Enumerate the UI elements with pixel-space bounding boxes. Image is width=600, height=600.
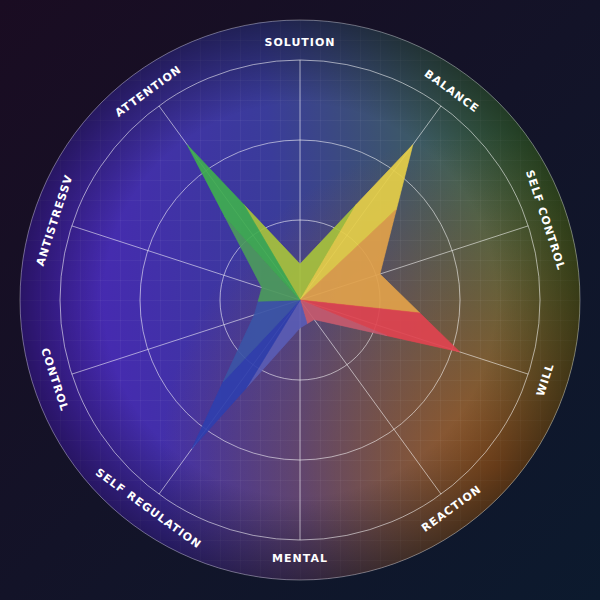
radar-segment [187,145,300,300]
radar-segment [300,300,387,336]
category-label: MENTAL [272,552,328,565]
disc [20,20,580,580]
grid [60,60,540,540]
radar-segment [192,300,300,449]
labels: SOLUTION BALANCE SELF CONTROL WILL REACTION M… [34,36,568,565]
marks [187,145,460,449]
category-label: SOLUTION [265,36,336,49]
category-label: SELF REGULATION [93,466,204,551]
disc-glow [20,20,580,580]
category-label: REACTION [419,483,484,535]
category-label: WILL [534,361,557,398]
spoke [159,106,300,300]
spoke [300,300,301,540]
category-label: CONTROL [38,346,71,413]
radar-segment [300,300,460,352]
radar-segment [300,209,420,313]
category-label: SELF CONTROL [523,168,568,272]
spoke [159,300,300,494]
category-label: ATTENTION [113,63,184,120]
radar-segment [223,300,300,382]
chart: SOLUTION BALANCE SELF CONTROL WILL REACTION M… [0,0,600,600]
background [0,0,600,600]
disc-grid [20,20,580,580]
disc-edge [20,20,580,580]
category-label: BALANCE [422,67,482,115]
grid-circle [60,60,540,540]
category-label: ANTISTRESSV [34,173,76,268]
